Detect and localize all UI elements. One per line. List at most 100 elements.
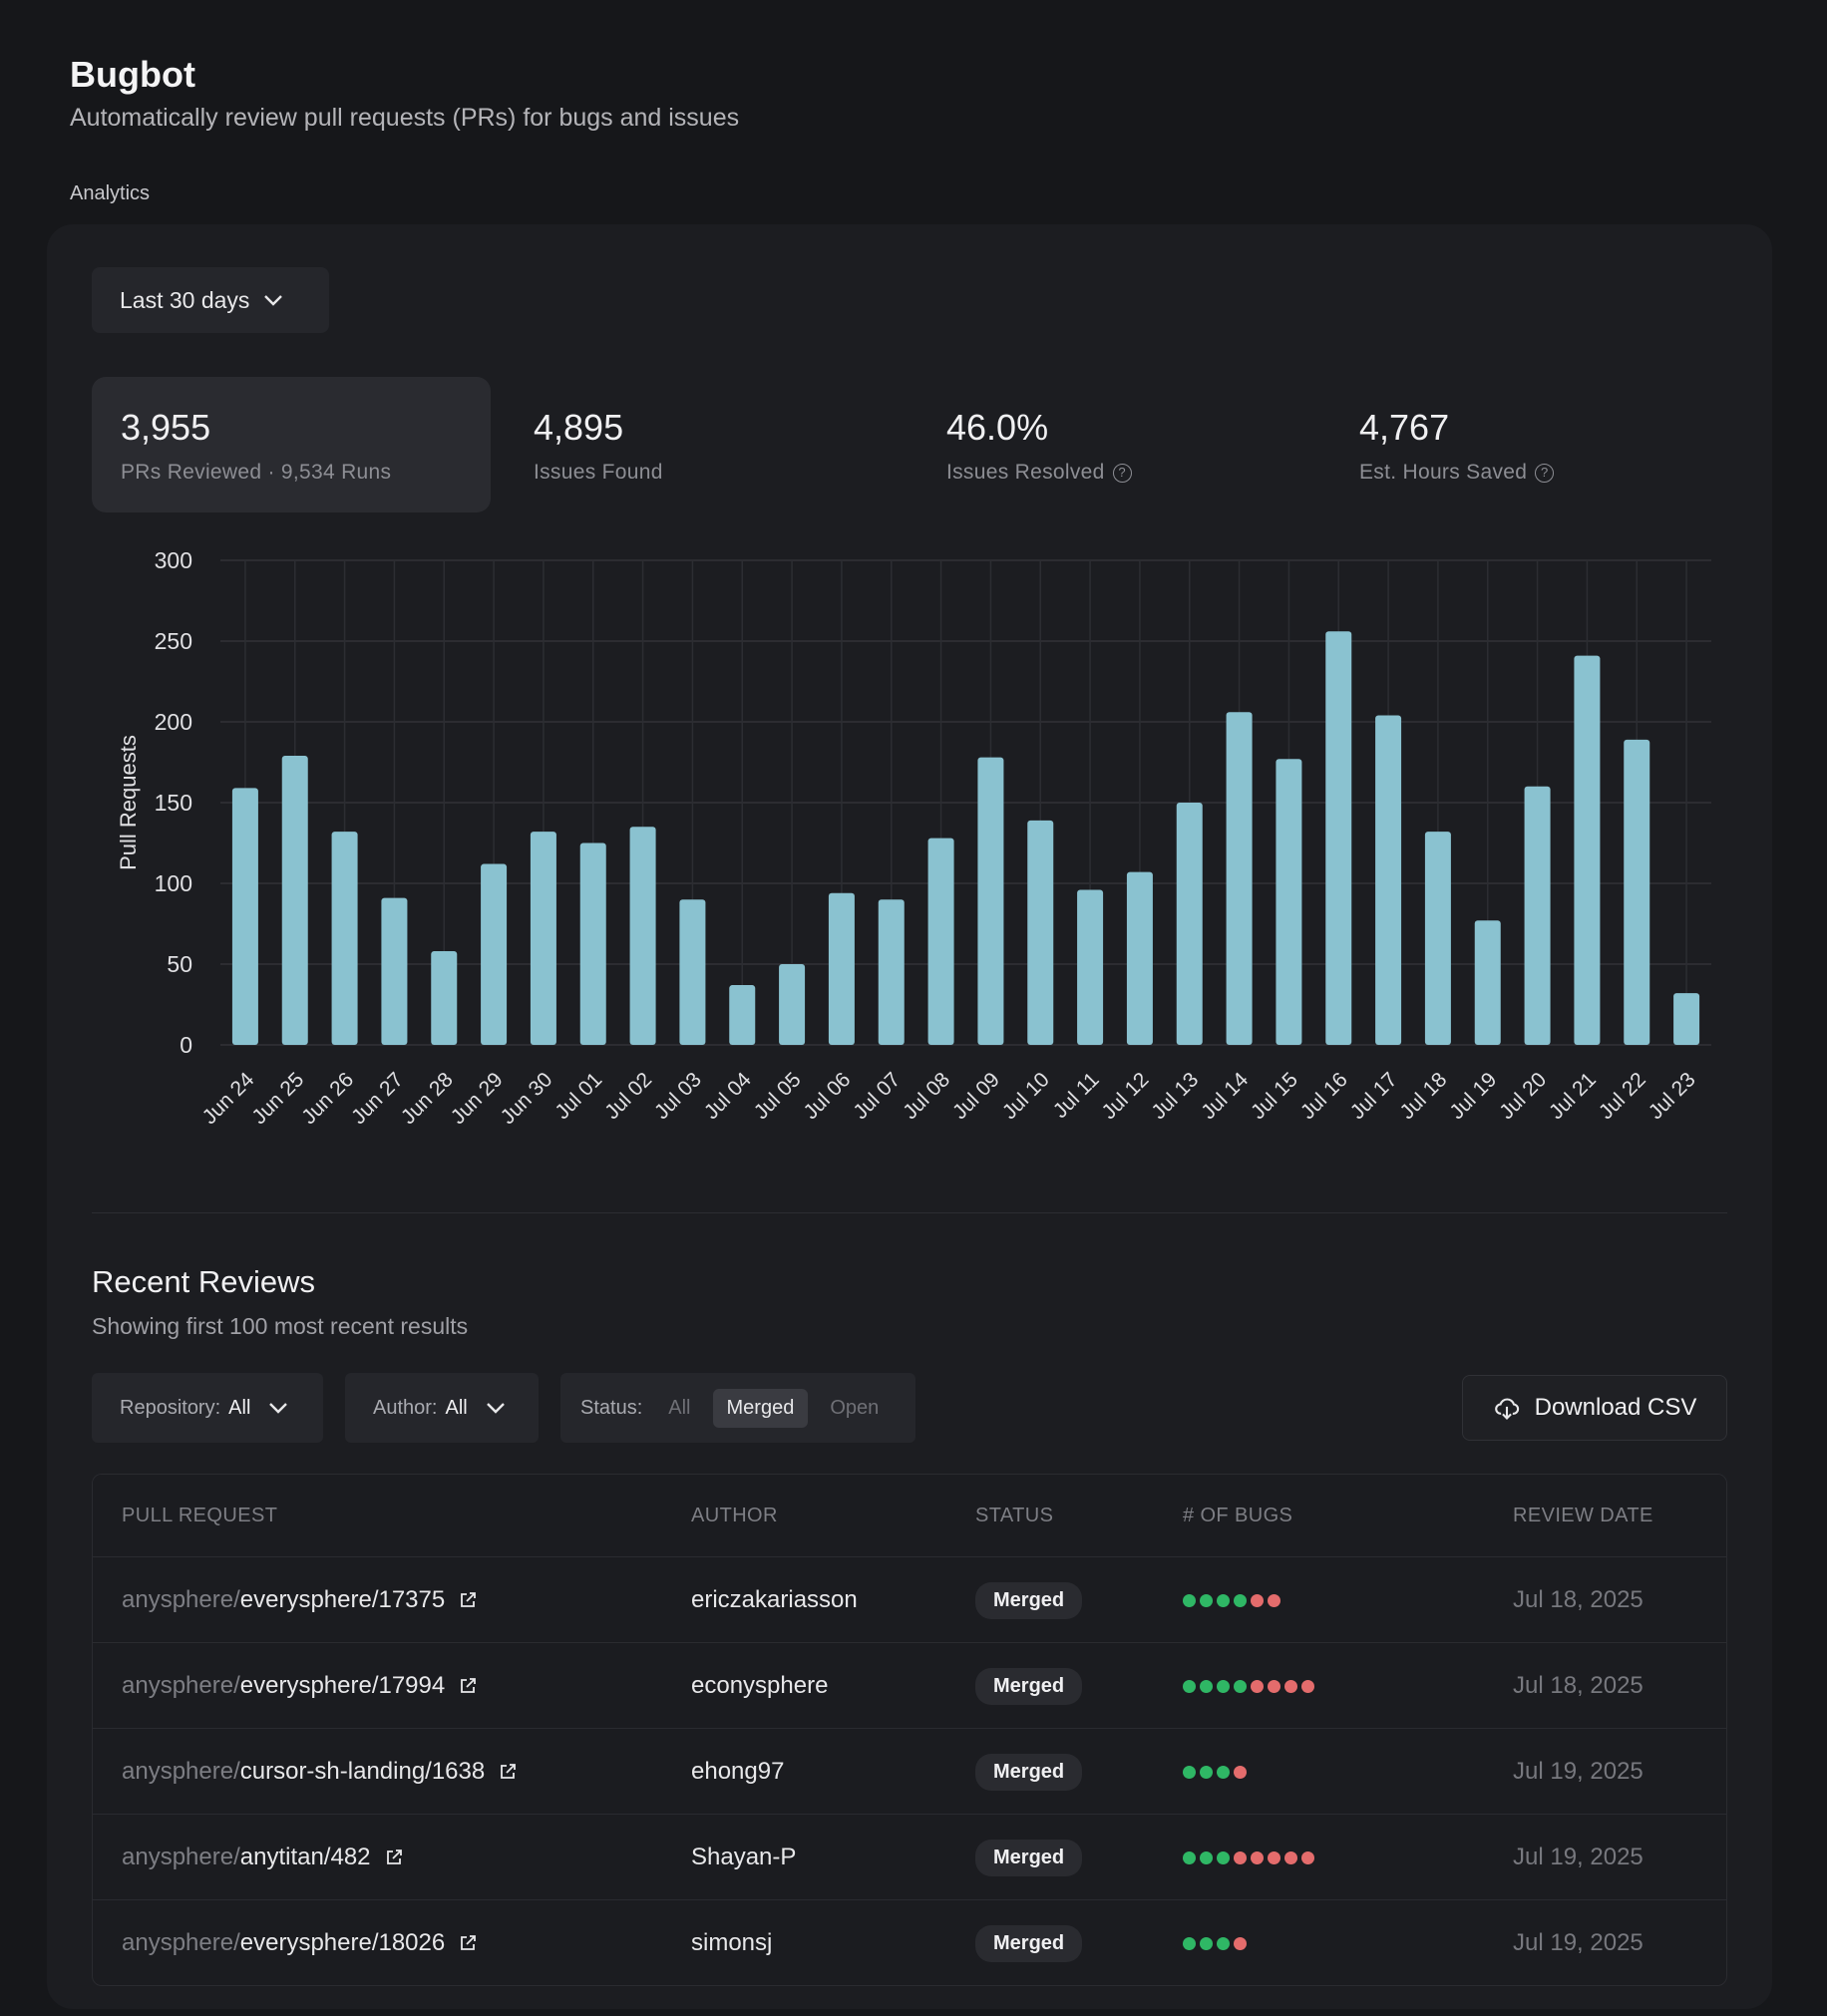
stat-card[interactable]: 4,767 Est. Hours Saved? [1330,377,1729,512]
date-range-dropdown[interactable]: Last 30 days [92,267,329,333]
bug-dot-issue [1301,1679,1314,1693]
pr-link[interactable]: anysphere/anytitan/482 [122,1815,403,1900]
external-link-icon[interactable] [499,1763,517,1781]
status-badge: Merged [975,1753,1083,1791]
bar[interactable] [231,788,258,1045]
author-filter-label: Author: [373,1396,438,1419]
bar[interactable] [779,964,806,1045]
stat-value: 4,767 [1359,407,1450,448]
repository-filter-value: All [228,1396,251,1419]
x-tick-label: Jul 02 [600,1068,656,1124]
column-header: AUTHOR [691,1505,778,1526]
stat-value: 3,955 [121,407,211,448]
pr-link[interactable]: anysphere/everysphere/18026 [122,1900,477,1985]
bar[interactable] [878,899,905,1045]
x-tick-label: Jul 01 [550,1068,606,1124]
download-csv-button[interactable]: Download CSV [1462,1375,1727,1441]
y-tick-label: 250 [155,628,192,654]
bar[interactable] [828,892,855,1045]
table-row[interactable]: anysphere/everysphere/17994 econysphere … [93,1642,1726,1729]
pr-org: anysphere/ [122,1844,240,1870]
pr-repo: everysphere/17375 [239,1586,446,1613]
table-row[interactable]: anysphere/anytitan/482 Shayan-P Merged J… [93,1814,1726,1900]
bar[interactable] [1126,871,1153,1045]
pr-org: anysphere/ [122,1672,240,1699]
stat-card[interactable]: 4,895 Issues Found [505,377,904,512]
bug-dot-ok [1183,1850,1196,1864]
bar[interactable] [1624,739,1650,1045]
bar[interactable] [579,842,606,1046]
status-badge: Merged [975,1581,1083,1619]
bug-dot-issue [1268,1593,1280,1607]
bug-dot-ok [1200,1936,1213,1950]
bug-dot-ok [1217,1936,1230,1950]
repository-filter[interactable]: Repository: All [92,1373,323,1443]
pr-link[interactable]: anysphere/cursor-sh-landing/1638 [122,1729,517,1815]
x-tick-label: Jul 09 [948,1068,1004,1124]
pr-link[interactable]: anysphere/everysphere/17375 [122,1557,477,1643]
help-icon[interactable]: ? [1112,463,1132,483]
y-tick-label: 300 [155,547,192,573]
stat-card[interactable]: 46.0% Issues Resolved? [917,377,1316,512]
bar[interactable] [331,832,358,1045]
bar[interactable] [927,838,954,1045]
bar[interactable] [1673,993,1700,1045]
author: Shayan-P [691,1844,797,1870]
x-tick-label: Jul 05 [750,1068,806,1124]
table-row[interactable]: anysphere/everysphere/18026 simonsj Merg… [93,1899,1726,1985]
pr-org: anysphere/ [122,1929,240,1956]
bar[interactable] [629,827,656,1045]
bar[interactable] [1524,786,1551,1045]
y-tick-label: 0 [180,1032,192,1058]
x-tick-label: Jun 26 [297,1068,358,1129]
status-option-all[interactable]: All [668,1396,691,1419]
x-tick-label: Jun 30 [497,1068,557,1129]
x-tick-label: Jul 15 [1247,1068,1302,1124]
stat-card[interactable]: 3,955 PRs Reviewed · 9,534 Runs [92,377,491,512]
bar[interactable] [530,832,556,1045]
bug-dot-ok [1217,1765,1230,1779]
bar[interactable] [381,897,408,1045]
x-tick-label: Jul 16 [1296,1068,1352,1124]
bug-dot-issue [1251,1679,1264,1693]
bar[interactable] [729,985,756,1045]
bar[interactable] [1424,832,1451,1045]
bar[interactable] [1276,759,1302,1045]
external-link-icon[interactable] [459,1591,477,1609]
external-link-icon[interactable] [385,1848,403,1866]
bar[interactable] [1226,712,1253,1045]
bar[interactable] [1027,820,1054,1045]
author-filter[interactable]: Author: All [345,1373,539,1443]
y-tick-label: 100 [155,870,192,896]
pr-org: anysphere/ [122,1586,240,1613]
x-tick-label: Jul 18 [1396,1068,1452,1124]
column-header: REVIEW DATE [1513,1505,1653,1526]
x-tick-label: Jul 12 [1098,1068,1154,1124]
bar[interactable] [481,863,508,1045]
review-date: Jul 18, 2025 [1513,1586,1644,1613]
bar[interactable] [431,951,458,1045]
y-tick-label: 50 [167,951,192,977]
bar[interactable] [1077,889,1104,1045]
status-option-open[interactable]: Open [830,1396,880,1419]
bar[interactable] [679,899,706,1045]
bar[interactable] [1325,631,1352,1045]
bar[interactable] [281,756,308,1045]
help-icon[interactable]: ? [1535,463,1555,483]
bar[interactable] [1574,655,1601,1045]
pr-repo: everysphere/18026 [239,1929,446,1956]
external-link-icon[interactable] [459,1677,477,1695]
external-link-icon[interactable] [459,1934,477,1952]
bar[interactable] [977,757,1004,1045]
bar[interactable] [1176,803,1203,1045]
pr-link[interactable]: anysphere/everysphere/17994 [122,1643,477,1729]
table-row[interactable]: anysphere/cursor-sh-landing/1638 ehong97… [93,1728,1726,1815]
bug-dot-ok [1217,1850,1230,1864]
cloud-download-icon [1494,1398,1519,1420]
bar[interactable] [1474,920,1501,1045]
status-option-merged[interactable]: Merged [712,1388,809,1428]
recent-reviews-title: Recent Reviews [92,1264,315,1299]
bar[interactable] [1375,715,1402,1045]
table-row[interactable]: anysphere/everysphere/17375 ericzakarias… [93,1556,1726,1643]
chevron-down-icon [264,295,283,306]
